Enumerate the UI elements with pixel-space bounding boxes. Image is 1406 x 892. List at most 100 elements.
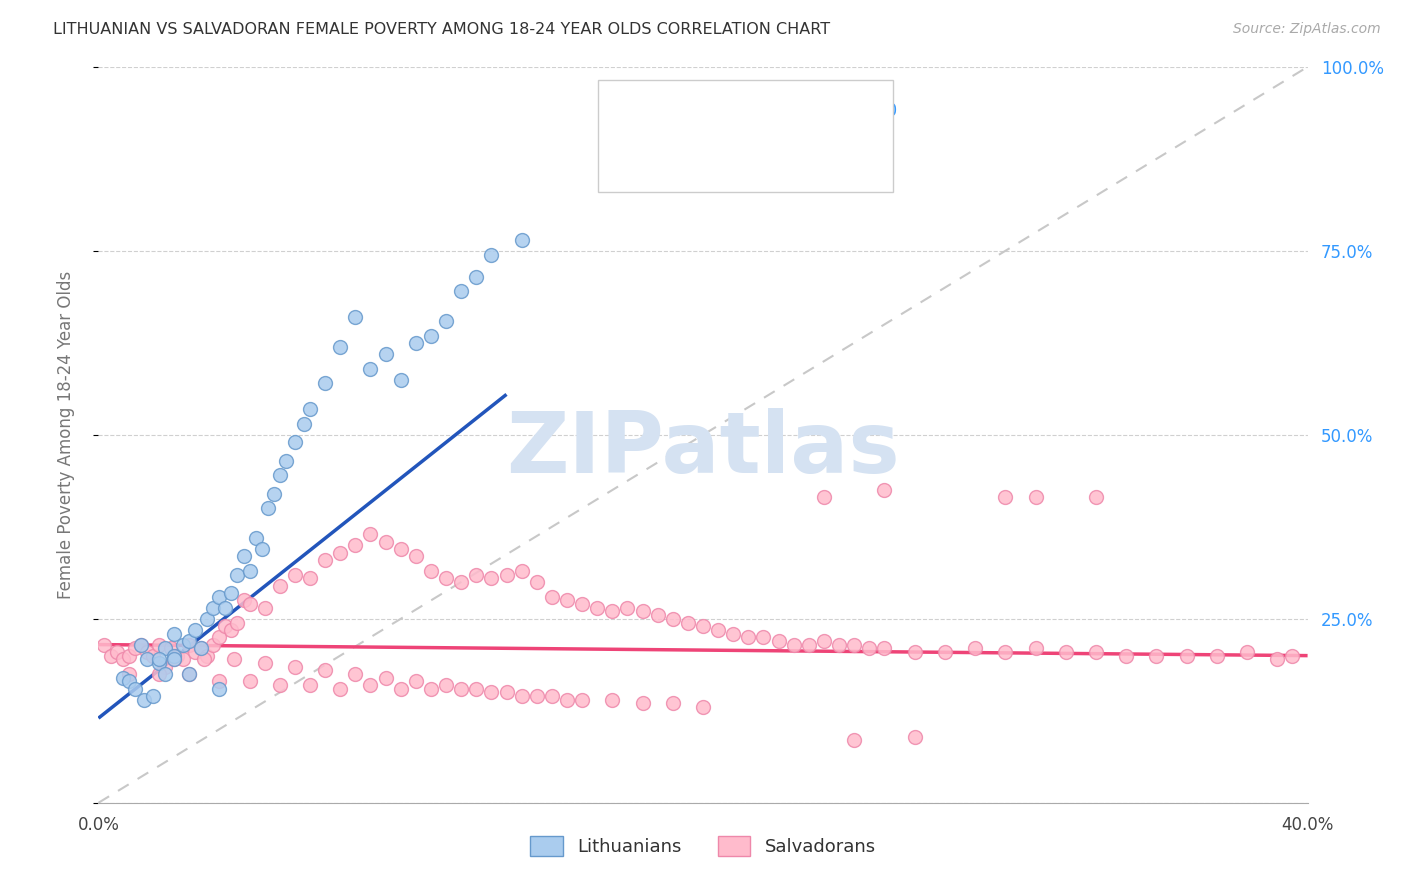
Point [450,575,472,590]
Point [93,638,115,652]
Point [858,641,880,656]
Point [360,527,382,541]
Point [1267,652,1289,666]
Point [1144,648,1167,663]
Point [256,501,278,516]
Point [172,652,194,666]
Point [269,678,291,692]
Point [105,645,128,659]
Point [299,571,322,585]
Point [450,285,472,299]
Point [555,593,578,607]
Point [208,681,231,696]
Point [193,652,215,666]
Point [166,648,188,663]
Point [314,553,336,567]
Point [752,630,775,644]
Point [481,247,503,261]
Point [142,689,165,703]
Point [163,652,186,666]
Point [148,638,170,652]
Point [602,692,624,706]
Point [631,605,654,619]
Point [118,674,141,689]
Point [602,605,624,619]
Point [873,641,896,656]
Point [118,648,141,663]
Point [179,667,201,681]
Point [190,641,212,656]
Point [540,689,562,703]
Point [190,641,212,656]
Text: Source: ZipAtlas.com: Source: ZipAtlas.com [1233,22,1381,37]
Point [129,638,152,652]
Point [481,571,503,585]
Point [540,590,562,604]
Point [221,586,243,600]
Point [172,638,194,652]
Point [495,567,517,582]
Point [676,615,699,630]
Point [360,361,382,376]
Point [1085,645,1108,659]
Point [253,600,276,615]
Point [526,689,548,703]
Point [214,619,236,633]
Point [434,678,457,692]
Point [284,659,307,673]
Point [284,567,307,582]
Text: ZIPatlas: ZIPatlas [506,408,900,491]
Point [179,633,201,648]
Point [153,659,176,673]
Point [1024,641,1046,656]
Point [374,347,396,361]
Point [148,667,170,681]
Y-axis label: Female Poverty Among 18-24 Year Olds: Female Poverty Among 18-24 Year Olds [56,271,75,599]
Point [420,564,443,578]
Point [647,608,669,623]
Point [737,630,759,644]
Point [232,593,254,607]
Point [768,633,790,648]
Point [148,656,170,670]
Point [148,652,170,666]
Point [195,648,218,663]
Point [465,681,488,696]
Point [420,328,443,343]
Point [284,435,307,450]
Point [184,623,207,637]
Point [124,681,146,696]
Point [299,678,322,692]
Point [405,674,427,689]
Point [1175,648,1198,663]
Point [374,534,396,549]
Point [184,645,207,659]
Point [153,641,176,656]
Point [405,335,427,350]
Point [179,667,201,681]
Point [245,531,267,545]
Point [208,630,231,644]
Point [226,615,249,630]
Point [420,681,443,696]
Point [221,623,243,637]
Point [132,692,155,706]
Point [692,619,714,633]
Point [434,314,457,328]
Point [329,545,352,560]
Point [510,564,533,578]
Point [692,700,714,714]
Point [314,376,336,391]
Point [153,667,176,681]
Point [344,538,367,552]
Point [661,612,683,626]
Point [1054,645,1077,659]
Point [904,645,927,659]
Point [226,567,249,582]
Point [616,600,638,615]
Point [163,626,186,640]
Point [111,652,134,666]
Point [135,652,157,666]
Point [828,638,851,652]
Point [250,541,273,556]
